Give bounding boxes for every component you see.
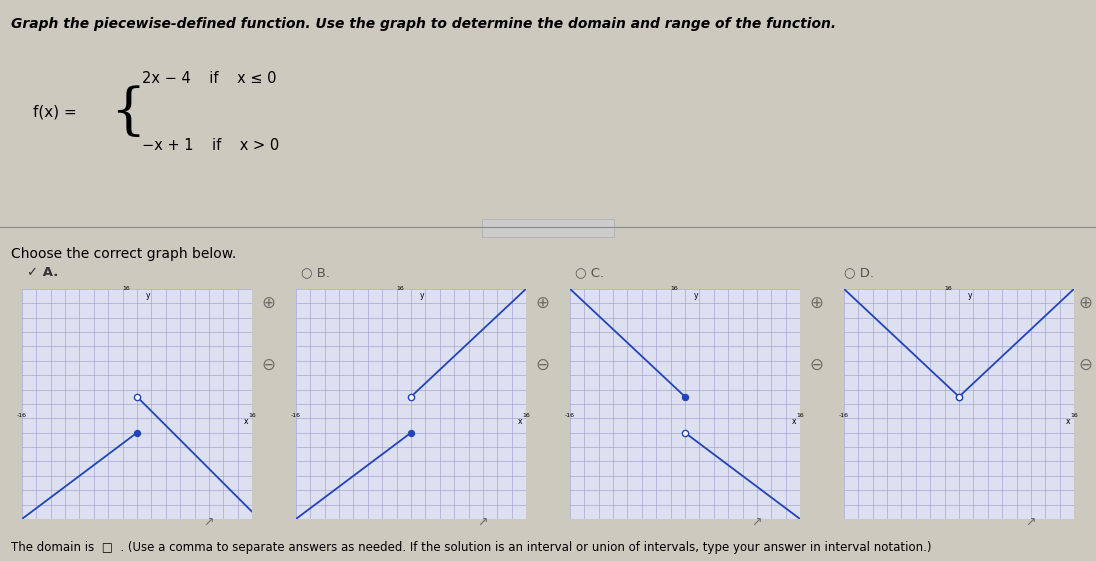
Text: x: x: [1066, 417, 1071, 426]
Text: y: y: [146, 291, 150, 300]
Text: ⊕: ⊕: [1078, 294, 1092, 312]
Text: y: y: [420, 291, 424, 300]
Text: 16: 16: [122, 286, 129, 291]
Text: ⊖: ⊖: [1078, 356, 1092, 374]
Text: The domain is  □  . (Use a comma to separate answers as needed. If the solution : The domain is □ . (Use a comma to separa…: [11, 541, 932, 554]
Text: 16: 16: [796, 412, 804, 417]
Text: -16: -16: [290, 412, 301, 417]
Text: 2x − 4    if    x ≤ 0: 2x − 4 if x ≤ 0: [142, 71, 277, 86]
Text: 16: 16: [1070, 412, 1078, 417]
Text: ↗: ↗: [203, 515, 214, 528]
Text: x: x: [792, 417, 797, 426]
Text: y: y: [968, 291, 972, 300]
Text: −x + 1    if    x > 0: −x + 1 if x > 0: [142, 139, 279, 153]
Text: 16: 16: [944, 286, 951, 291]
Text: -16: -16: [838, 412, 849, 417]
Text: ⊕: ⊕: [810, 294, 823, 312]
Text: 16: 16: [248, 412, 256, 417]
Text: ⊖: ⊖: [536, 356, 549, 374]
Text: Choose the correct graph below.: Choose the correct graph below.: [11, 247, 237, 261]
Text: -16: -16: [564, 412, 575, 417]
Text: ···: ···: [543, 223, 553, 233]
Text: ↗: ↗: [477, 515, 488, 528]
Text: ⊕: ⊕: [262, 294, 275, 312]
Text: y: y: [694, 291, 698, 300]
Text: x: x: [244, 417, 249, 426]
Text: x: x: [518, 417, 523, 426]
Text: Graph the piecewise-defined function. Use the graph to determine the domain and : Graph the piecewise-defined function. Us…: [11, 17, 836, 31]
Text: ✓ A.: ✓ A.: [27, 266, 59, 279]
Text: -16: -16: [16, 412, 27, 417]
Text: {: {: [110, 85, 145, 140]
Text: ↗: ↗: [751, 515, 762, 528]
Text: ○ C.: ○ C.: [575, 266, 605, 279]
Text: ○ D.: ○ D.: [844, 266, 874, 279]
Text: ⊕: ⊕: [536, 294, 549, 312]
Text: ↗: ↗: [1025, 515, 1036, 528]
Text: ⊖: ⊖: [810, 356, 823, 374]
Text: ⊖: ⊖: [262, 356, 275, 374]
Text: 16: 16: [522, 412, 530, 417]
Text: ○ B.: ○ B.: [301, 266, 330, 279]
Text: 16: 16: [670, 286, 677, 291]
Text: f(x) =: f(x) =: [33, 105, 77, 119]
Text: 16: 16: [396, 286, 403, 291]
